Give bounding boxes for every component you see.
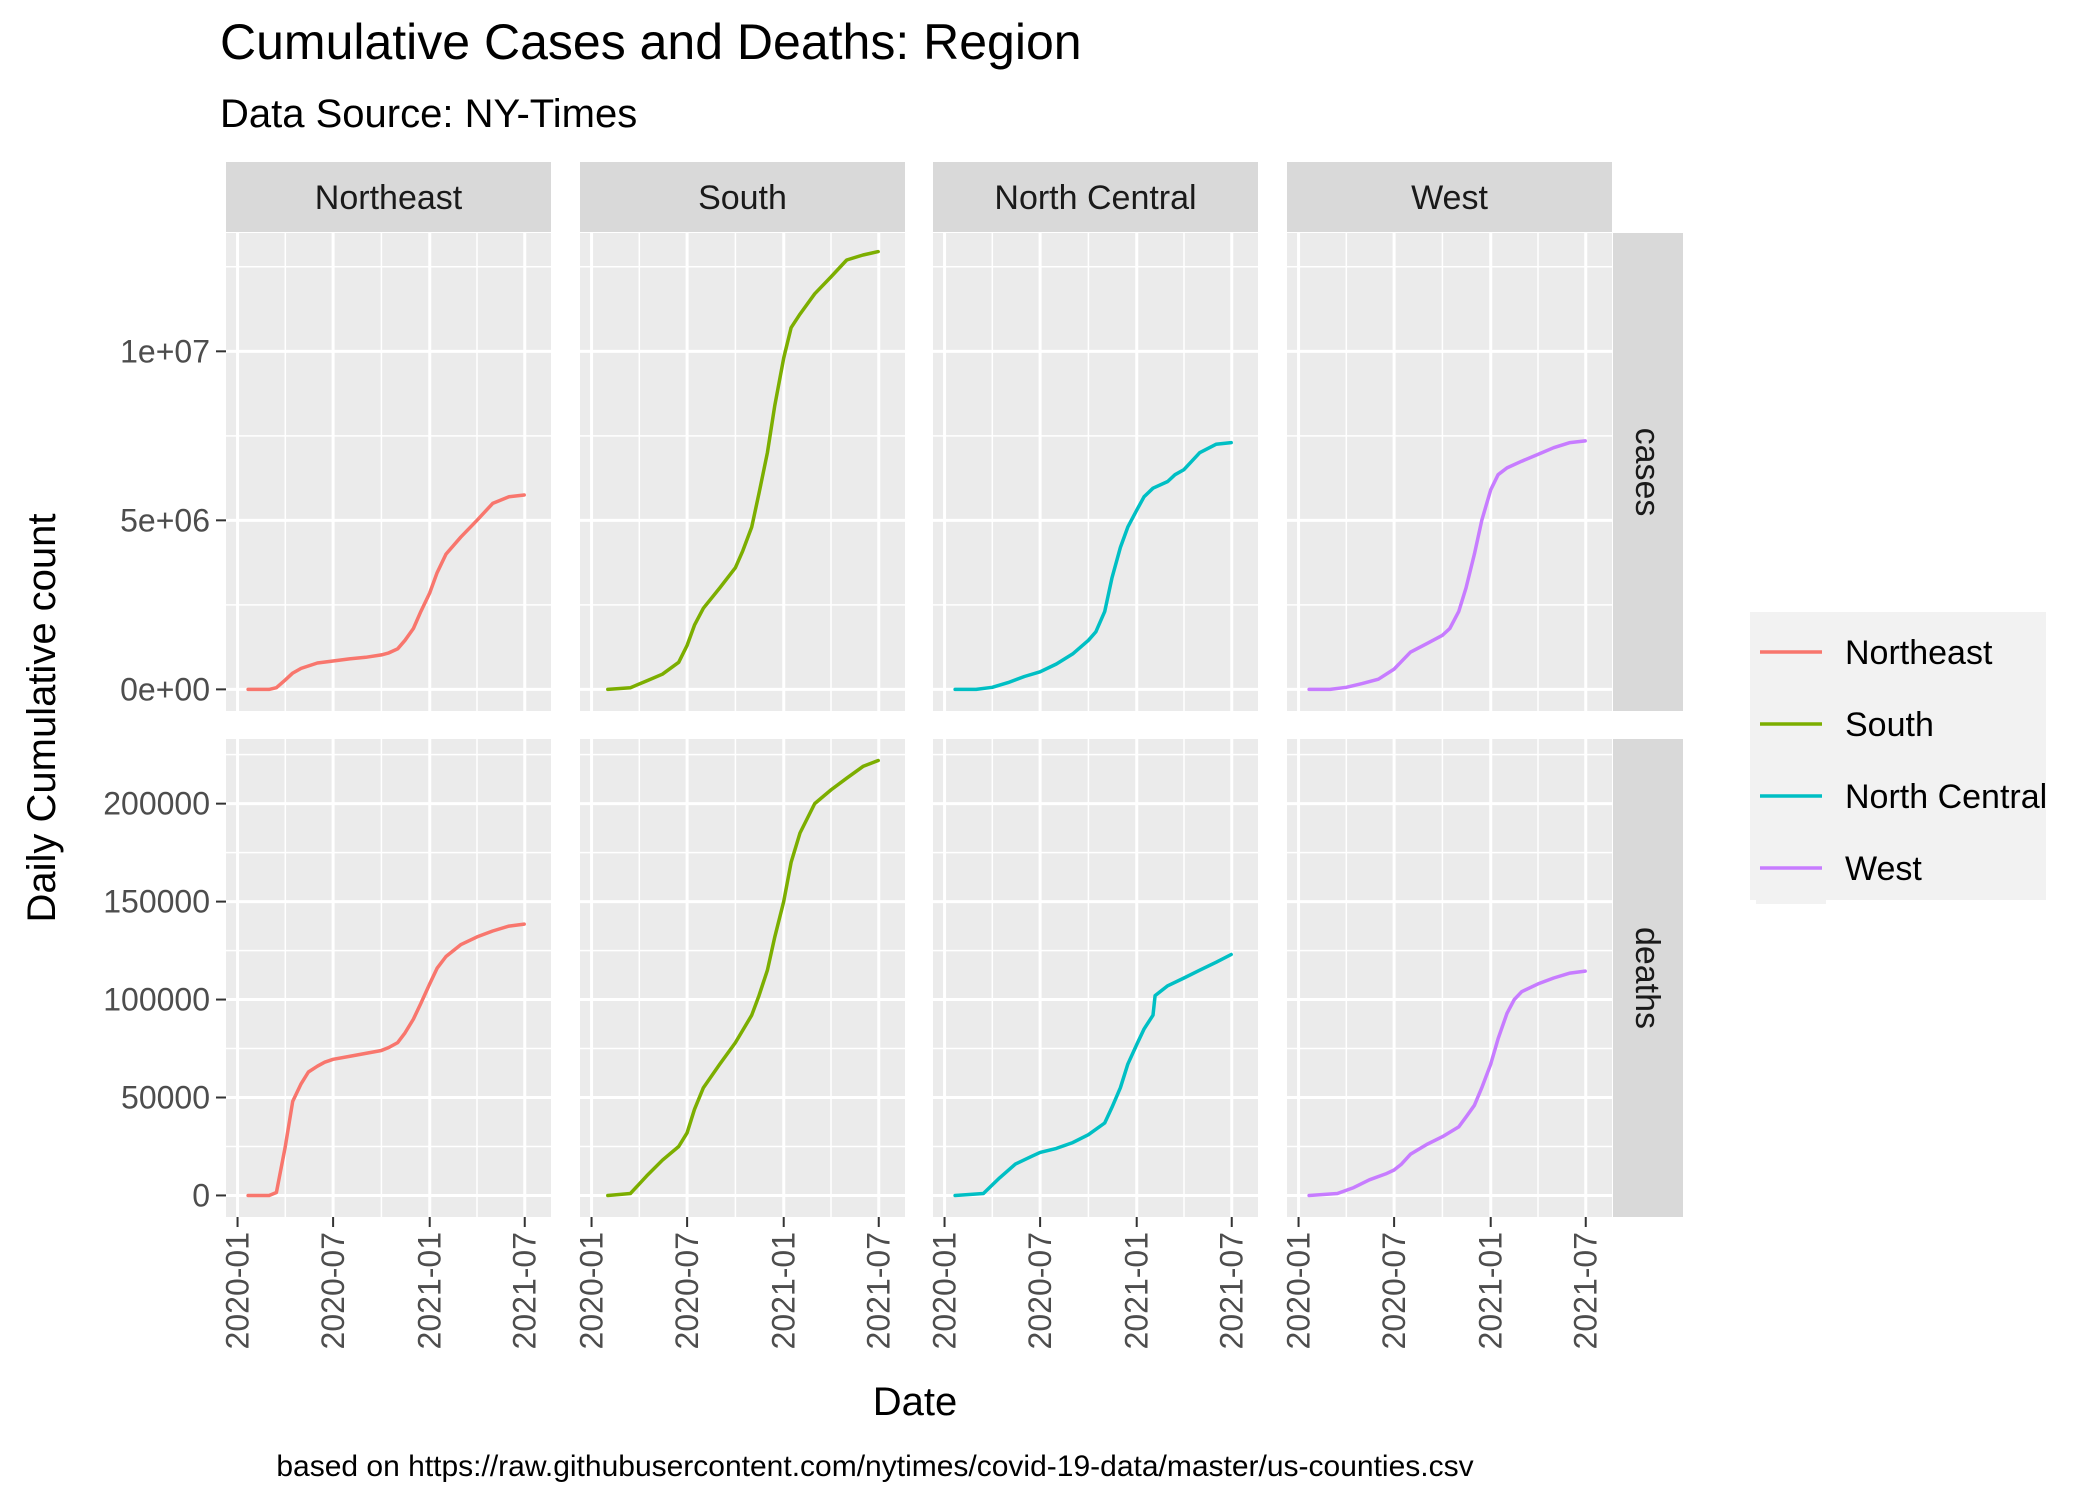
legend-label-south: South (1845, 706, 1934, 744)
panel-background (1287, 739, 1612, 1217)
strip-label-cases: cases (1628, 428, 1666, 517)
x-tick-label-northeast: 2020-07 (315, 1232, 351, 1349)
panel-cases-west (1287, 233, 1612, 711)
x-tick-label-west: 2020-07 (1376, 1232, 1412, 1349)
x-axis-title: Date (873, 1380, 958, 1424)
x-tick-label-south: 2021-01 (766, 1232, 802, 1349)
panel-background (933, 233, 1258, 711)
panel-deaths-northeast (226, 739, 551, 1217)
panel-background (226, 233, 551, 711)
x-tick-label-north-central: 2021-01 (1119, 1232, 1155, 1349)
chart-caption: based on https://raw.githubusercontent.c… (276, 1450, 1473, 1483)
x-tick-label-northeast: 2021-07 (507, 1232, 543, 1349)
panel-cases-south (580, 233, 905, 711)
legend-label-west: West (1845, 850, 1922, 888)
y-axis-title: Daily Cumulative count (20, 513, 64, 922)
y-tick-label-cases: 1e+07 (120, 333, 210, 369)
x-tick-label-west: 2021-01 (1473, 1232, 1509, 1349)
strip-label-south: South (698, 179, 787, 217)
y-tick-label-deaths: 150000 (103, 884, 210, 920)
y-tick-label-deaths: 200000 (103, 786, 210, 822)
x-tick-label-west: 2021-07 (1568, 1232, 1604, 1349)
chart-title: Cumulative Cases and Deaths: Region (220, 14, 1082, 70)
x-tick-label-north-central: 2020-01 (927, 1232, 963, 1349)
series-line-cases-north-central (953, 440, 1233, 692)
strip-label-northeast: Northeast (315, 179, 463, 217)
strip-label-north-central: North Central (994, 179, 1196, 217)
panel-background (580, 739, 905, 1217)
chart-subtitle: Data Source: NY-Times (220, 92, 637, 136)
panel-deaths-west (1287, 739, 1612, 1217)
strip-south (580, 162, 905, 232)
series-line-cases-south (606, 249, 880, 692)
panel-cases-north-central (933, 233, 1258, 711)
strip-cases (1613, 233, 1683, 711)
legend: Northeast South North Central West (1750, 612, 2047, 904)
panel-deaths-north-central (933, 739, 1258, 1217)
strip-west (1287, 162, 1612, 232)
x-tick-label-south: 2021-07 (861, 1232, 897, 1349)
y-tick-label-cases: 0e+00 (120, 671, 210, 707)
series-line-cases-northeast (246, 493, 526, 692)
x-tick-label-south: 2020-01 (574, 1232, 610, 1349)
legend-label-northeast: Northeast (1845, 634, 1993, 672)
series-line-deaths-northeast (246, 922, 526, 1198)
x-tick-label-west: 2020-01 (1281, 1232, 1317, 1349)
y-tick-label-deaths: 100000 (103, 982, 210, 1018)
series-line-deaths-north-central (953, 952, 1233, 1198)
x-tick-label-northeast: 2020-01 (220, 1232, 256, 1349)
strip-north-central (933, 162, 1258, 232)
facet-panels: Northeast South North Central West cases deat… (103, 162, 1683, 1349)
series-line-deaths-west (1307, 969, 1587, 1198)
strip-label-deaths: deaths (1628, 927, 1666, 1029)
panel-background (580, 233, 905, 711)
panel-deaths-south (580, 739, 905, 1217)
x-tick-label-south: 2020-07 (669, 1232, 705, 1349)
strip-deaths (1613, 739, 1683, 1217)
panel-background (226, 739, 551, 1217)
x-tick-label-northeast: 2021-01 (412, 1232, 448, 1349)
strip-northeast (226, 162, 551, 232)
series-line-cases-west (1307, 439, 1587, 692)
y-tick-label-deaths: 0 (192, 1177, 210, 1213)
panel-cases-northeast (226, 233, 551, 711)
strip-label-west: West (1411, 179, 1488, 217)
y-tick-label-cases: 5e+06 (120, 502, 210, 538)
series-line-deaths-south (606, 758, 880, 1198)
x-tick-label-north-central: 2020-07 (1022, 1232, 1058, 1349)
x-tick-label-north-central: 2021-07 (1214, 1232, 1250, 1349)
panel-background (1287, 233, 1612, 711)
panel-background (933, 739, 1258, 1217)
legend-label-north-central: North Central (1845, 778, 2047, 816)
y-tick-label-deaths: 50000 (121, 1080, 210, 1116)
